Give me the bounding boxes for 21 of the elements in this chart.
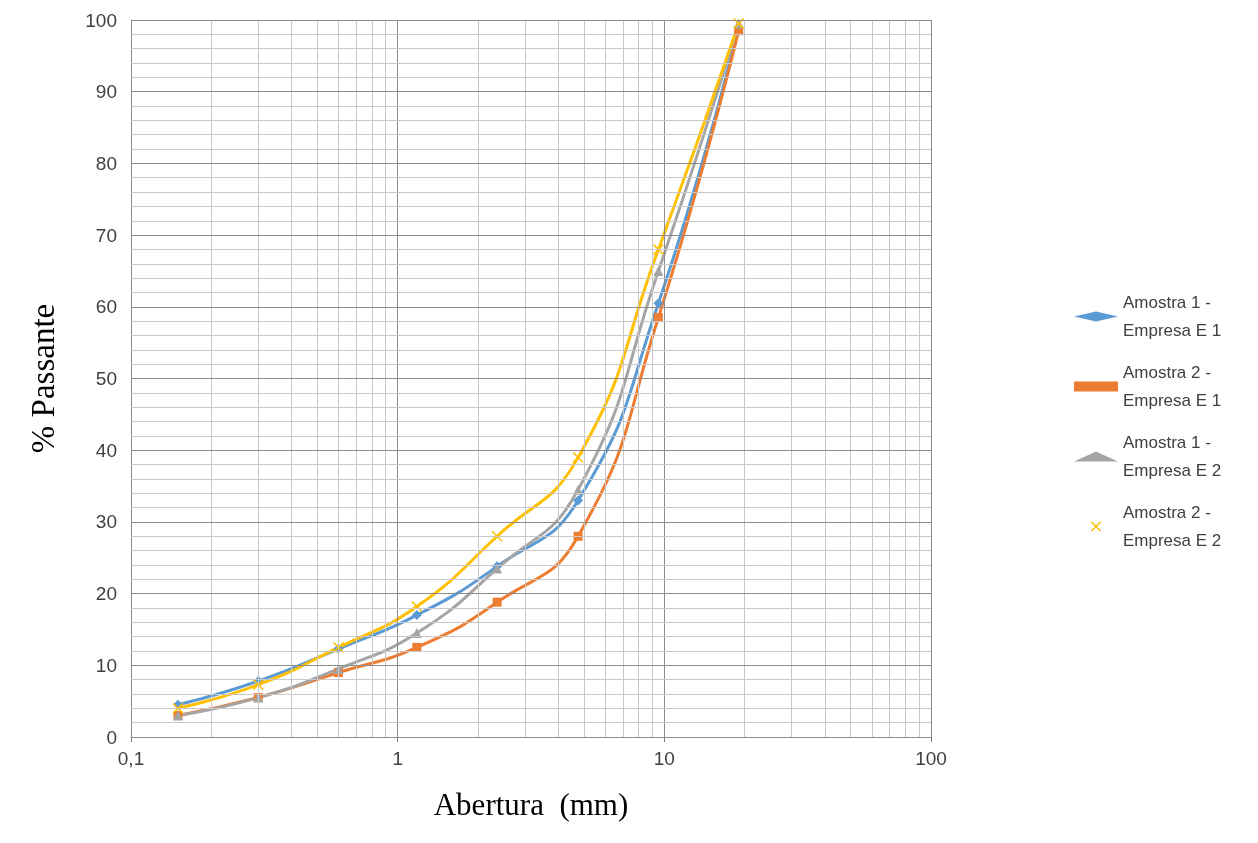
- y-axis-title: % Passante: [24, 303, 61, 454]
- x-tick-label: 100: [915, 748, 947, 769]
- y-tick-label: 70: [95, 224, 117, 246]
- y-tick-label: 90: [95, 81, 117, 103]
- y-tick-label: 50: [95, 368, 117, 389]
- x-tick-label: 0,1: [117, 748, 145, 769]
- y-tick-label: 80: [95, 152, 117, 174]
- legend-label: Amostra 2 - Empresa E 2: [1123, 503, 1222, 550]
- y-tick-label: 60: [95, 296, 117, 318]
- legend-label: Amostra 1 - Empresa E 1: [1123, 293, 1222, 340]
- y-tick-label: 10: [95, 654, 117, 676]
- y-tick-label: 0: [106, 726, 117, 748]
- y-tick-label: 100: [85, 9, 117, 31]
- x-tick-label: 1: [392, 748, 403, 769]
- legend-label: Amostra 2 - Empresa E 1: [1123, 363, 1222, 410]
- x-axis-title: Abertura (mm): [433, 787, 629, 822]
- y-tick-label: 40: [95, 439, 117, 461]
- x-tick-label: 10: [653, 748, 675, 769]
- y-tick-label: 20: [95, 583, 117, 605]
- legend-label: Amostra 1 - Empresa E 2: [1123, 433, 1222, 480]
- y-tick-label: 30: [95, 511, 117, 533]
